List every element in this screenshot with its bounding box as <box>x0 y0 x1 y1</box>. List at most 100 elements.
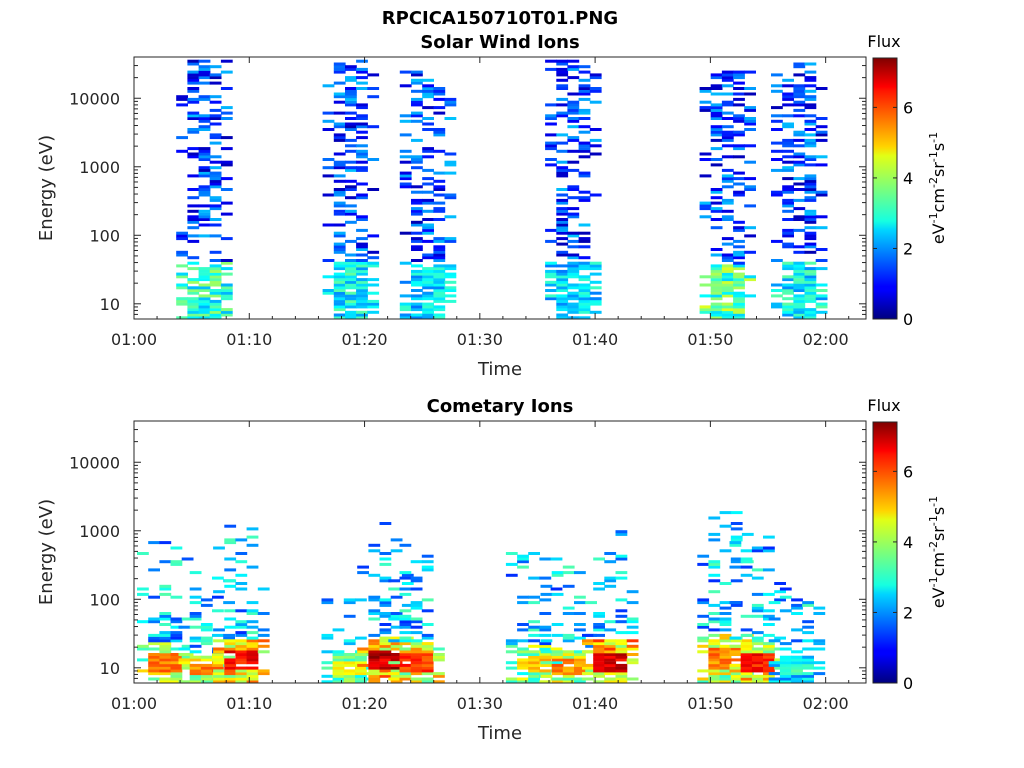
heatmap-cell <box>556 223 569 227</box>
heatmap-cell <box>574 669 586 673</box>
heatmap-cell <box>399 655 412 659</box>
heatmap-cell <box>804 291 817 295</box>
heatmap-cell <box>433 308 446 312</box>
heatmap-cell <box>721 308 734 312</box>
heatmap-cell <box>187 308 200 312</box>
heatmap-cell <box>220 201 233 205</box>
heatmap-cell <box>422 218 434 221</box>
heatmap-cell <box>433 655 445 659</box>
heatmap-cell <box>345 95 357 99</box>
heatmap-cell <box>710 283 723 287</box>
heatmap-cell <box>220 297 233 301</box>
heatmap-cell <box>422 239 434 243</box>
heatmap-cell <box>159 669 172 673</box>
heatmap-cell <box>589 280 602 284</box>
heatmap-cell <box>200 680 213 683</box>
heatmap-cell <box>556 264 569 268</box>
heatmap-cell <box>615 614 628 618</box>
heatmap-cell <box>189 677 202 681</box>
heatmap-cell <box>198 166 211 170</box>
heatmap-cell <box>567 291 580 295</box>
heatmap-cell <box>604 642 617 646</box>
heatmap-cell <box>209 73 222 77</box>
heatmap-cell <box>356 278 368 282</box>
heatmap-cell <box>793 95 806 99</box>
heatmap-cell <box>187 78 200 82</box>
heatmap-cell <box>356 310 368 314</box>
heatmap-cell <box>209 278 222 282</box>
heatmap-cell <box>550 661 563 665</box>
heatmap-cell <box>148 661 160 665</box>
heatmap-cell <box>343 663 356 667</box>
heatmap-cell <box>574 628 586 632</box>
heatmap-cell <box>421 623 434 626</box>
heatmap-cell <box>744 70 756 74</box>
heatmap-cell <box>170 647 183 651</box>
heatmap-cell <box>356 87 368 90</box>
heatmap-cell <box>235 631 248 635</box>
heatmap-cell <box>379 674 392 678</box>
heatmap-cell <box>433 130 446 134</box>
heatmap-cell <box>209 308 222 312</box>
heatmap-cell <box>235 650 248 654</box>
heatmap-cell <box>257 672 270 676</box>
heatmap-cell <box>626 644 639 648</box>
heatmap-cell <box>213 680 225 683</box>
heatmap-cell <box>189 674 202 678</box>
heatmap-cell <box>198 302 211 306</box>
heatmap-cell <box>751 669 764 673</box>
heatmap-cell <box>771 114 783 118</box>
heatmap-cell <box>399 631 412 635</box>
heatmap-cell <box>433 250 446 254</box>
heatmap-cell <box>422 168 434 172</box>
heatmap-cell <box>333 188 346 191</box>
heatmap-cell <box>390 658 403 662</box>
heatmap-cell <box>345 92 357 96</box>
heatmap-cell <box>379 576 392 580</box>
heatmap-cell <box>578 297 591 301</box>
heatmap-cell <box>220 147 233 151</box>
heatmap-cell <box>733 226 745 230</box>
heatmap-cell <box>356 316 368 319</box>
heatmap-cell <box>368 663 381 667</box>
heatmap-cell <box>740 557 753 561</box>
heatmap-cell <box>322 193 335 197</box>
heatmap-cell <box>333 242 346 246</box>
heatmap-cell <box>137 552 149 555</box>
heatmap-cell <box>615 647 628 651</box>
heatmap-cell <box>567 308 580 312</box>
heatmap-cell <box>556 59 569 63</box>
heatmap-cell <box>333 174 346 178</box>
heatmap-cell <box>804 155 817 159</box>
heatmap-cell <box>433 305 446 309</box>
heatmap-cell <box>593 669 605 673</box>
heatmap-cell <box>505 650 518 654</box>
heatmap-cell <box>779 661 792 665</box>
heatmap-cell <box>710 218 723 221</box>
heatmap-cell <box>333 291 346 295</box>
heatmap-cell <box>556 305 569 309</box>
heatmap-cell <box>198 204 211 208</box>
heatmap-cell <box>721 291 734 295</box>
heatmap-cell <box>574 661 586 665</box>
heatmap-cell <box>148 677 160 681</box>
heatmap-cell <box>422 275 434 279</box>
heatmap-cell <box>200 636 213 640</box>
heatmap-cell <box>545 114 557 118</box>
heatmap-cell <box>802 601 814 605</box>
heatmap-cell <box>719 549 732 553</box>
heatmap-cell <box>517 658 529 662</box>
heatmap-cell <box>379 579 392 583</box>
heatmap-cell <box>567 294 580 298</box>
heatmap-cell <box>187 111 200 115</box>
heatmap-cell <box>200 639 213 643</box>
heatmap-cell <box>710 286 723 290</box>
heatmap-cell <box>578 231 591 235</box>
heatmap-cell <box>332 680 345 683</box>
heatmap-cell <box>733 81 745 85</box>
heatmap-cell <box>793 65 806 69</box>
heatmap-cell <box>159 680 172 683</box>
heatmap-cell <box>209 294 222 298</box>
heatmap-cell <box>224 557 237 561</box>
heatmap-cell <box>763 614 775 618</box>
